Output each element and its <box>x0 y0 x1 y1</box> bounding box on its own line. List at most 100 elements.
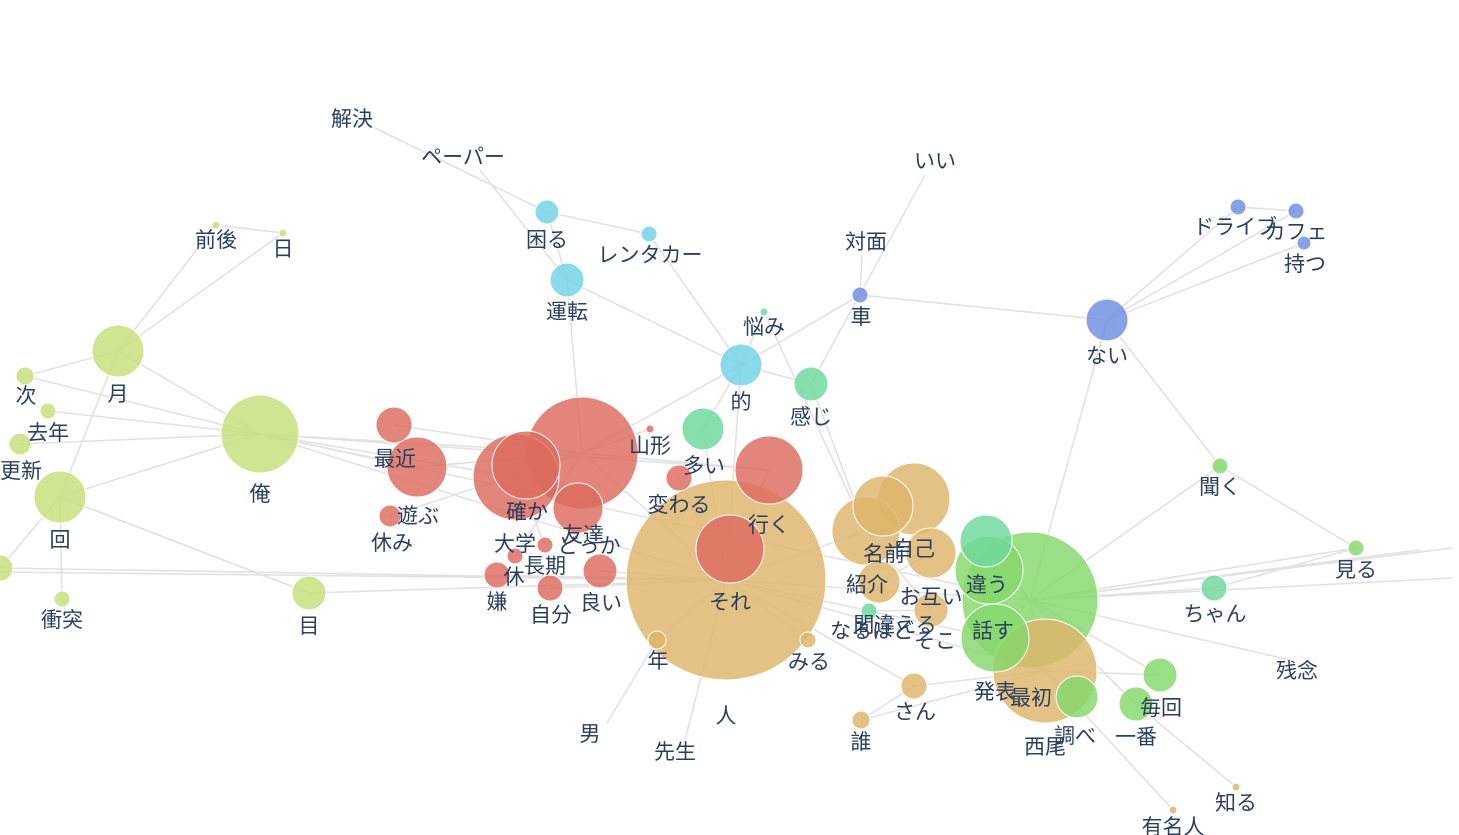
node-label-maikai: 毎回 <box>1140 696 1182 720</box>
node-nayami[interactable] <box>759 307 769 317</box>
node-toshi[interactable] <box>647 630 667 650</box>
node-otagai[interactable] <box>913 592 949 628</box>
node-tsugi[interactable] <box>15 366 35 386</box>
node-label-tsuki: 月 <box>108 382 129 406</box>
node-label-jiko: 自己 <box>893 537 935 561</box>
node-drive[interactable] <box>1229 198 1247 216</box>
edge-nai-motsu <box>1106 242 1305 321</box>
node-saikin2[interactable] <box>375 406 413 444</box>
node-label-ii: いい <box>914 149 956 173</box>
node-yamagata[interactable] <box>645 424 655 434</box>
node-hanasu[interactable] <box>960 603 1030 673</box>
node-label-shiru: 知る <box>1215 791 1257 815</box>
node-ichiban[interactable] <box>1118 686 1154 722</box>
node-jibun[interactable] <box>536 574 564 602</box>
node-shoukai[interactable] <box>857 560 901 604</box>
node-label-kiku: 聞く <box>1199 475 1241 499</box>
node-label-kyonen: 去年 <box>27 421 69 445</box>
node-unten[interactable] <box>549 262 585 298</box>
node-me[interactable] <box>291 575 327 611</box>
edge-ichiban-shiru <box>1135 703 1237 788</box>
node-innerred[interactable] <box>695 514 765 584</box>
node-label-iya: 嫌 <box>487 590 508 614</box>
node-o1[interactable] <box>852 475 914 537</box>
node-san[interactable] <box>900 672 928 700</box>
node-choki[interactable] <box>536 536 554 554</box>
node-label-dokoka: どっか <box>558 534 621 558</box>
node-ore[interactable] <box>220 394 300 474</box>
node-cafe[interactable] <box>1287 202 1305 220</box>
node-shiru[interactable] <box>1231 782 1241 792</box>
edge-tsugi-ore <box>24 375 261 435</box>
node-yoi[interactable] <box>582 553 618 589</box>
node-label-tashika: 確か <box>506 500 548 524</box>
node-label-kanji: 感じ <box>790 405 832 429</box>
node-machigaeru[interactable] <box>860 602 878 620</box>
node-tsuki[interactable] <box>91 324 145 378</box>
edge-zengo-tsuki <box>117 224 217 352</box>
node-label-toshi: 年 <box>648 649 669 673</box>
node-kanji[interactable] <box>793 366 829 402</box>
node-dare[interactable] <box>851 710 871 730</box>
node-label-rentacar: レンタカー <box>598 243 703 267</box>
node-miru[interactable] <box>799 631 817 649</box>
node-iya[interactable] <box>483 561 511 589</box>
node-mint2[interactable] <box>959 514 1013 568</box>
node-chan[interactable] <box>1200 574 1228 602</box>
node-label-zengo: 前後 <box>195 228 237 252</box>
node-kawaru[interactable] <box>665 464 693 492</box>
node-teki[interactable] <box>719 343 763 387</box>
node-leftedge[interactable] <box>0 554 14 582</box>
node-label-asobu: 遊ぶ <box>397 504 439 528</box>
node-label-dare: 誰 <box>851 730 872 754</box>
node-label-yamagata: 山形 <box>629 434 671 458</box>
node-saikin[interactable] <box>386 436 448 498</box>
node-kiku[interactable] <box>1211 457 1229 475</box>
node-bigred2[interactable] <box>491 430 561 500</box>
node-rentacar[interactable] <box>640 225 658 243</box>
node-nai[interactable] <box>1085 298 1129 342</box>
edge-drive-cafe <box>1237 206 1297 212</box>
node-kyonen[interactable] <box>39 402 57 420</box>
node-kuruma[interactable] <box>851 286 869 304</box>
node-label-cafe: カフェ <box>1265 220 1328 244</box>
node-label-taimen: 対面 <box>845 230 887 254</box>
node-jiko[interactable] <box>905 527 957 579</box>
node-label-kuruma: 車 <box>851 305 872 329</box>
node-miru2[interactable] <box>1347 539 1365 557</box>
node-komaru[interactable] <box>534 199 560 225</box>
node-label-nayami: 悩み <box>743 315 785 339</box>
node-yuumei[interactable] <box>1168 805 1178 815</box>
node-motsu[interactable] <box>1296 235 1312 251</box>
edge-ii-kanji <box>810 174 926 385</box>
node-hi[interactable] <box>278 228 288 238</box>
node-label-kyu: 休 <box>504 565 525 589</box>
node-label-ichiban: 一番 <box>1115 725 1157 749</box>
node-label-nai: ない <box>1086 344 1128 368</box>
node-zengo[interactable] <box>211 220 221 230</box>
node-iku[interactable] <box>734 435 804 505</box>
node-tomodachi[interactable] <box>552 482 604 534</box>
edge-unten-teki <box>566 279 742 366</box>
edge-hi-tsuki <box>117 232 284 352</box>
node-label-drive: ドライブ <box>1193 215 1277 239</box>
node-asobu[interactable] <box>378 504 402 528</box>
node-label-miru: みる <box>788 650 830 674</box>
node-shiraberu[interactable] <box>1055 675 1099 719</box>
edge-nayami-namae <box>763 311 867 532</box>
edge-kaiketsu-komaru <box>374 127 548 213</box>
node-shoutotsu[interactable] <box>53 590 71 608</box>
node-kai[interactable] <box>33 470 87 524</box>
node-label-komaru: 困る <box>526 228 568 252</box>
node-label-kai: 回 <box>50 528 71 552</box>
node-kyu[interactable] <box>506 547 524 565</box>
node-label-hanasu: 話す <box>972 619 1014 643</box>
node-koushin[interactable] <box>8 432 32 456</box>
node-label-paper: ペーパー <box>421 145 505 169</box>
node-label-saikin: 最近 <box>374 447 416 471</box>
node-maikai[interactable] <box>1142 657 1178 693</box>
node-ooi[interactable] <box>681 407 725 451</box>
edge-nai-drive <box>1106 206 1239 321</box>
